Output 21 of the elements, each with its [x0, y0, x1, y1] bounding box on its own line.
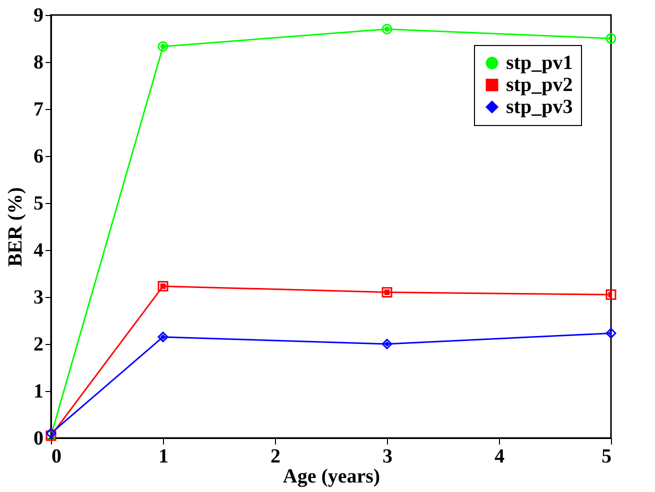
x-tick-label: 3: [382, 446, 392, 468]
y-tick-label: 5: [34, 192, 44, 214]
y-tick-label: 3: [34, 286, 44, 308]
y-tick-label: 0: [34, 428, 44, 450]
x-axis-title: Age (years): [282, 466, 380, 488]
y-tick-label: 9: [34, 4, 44, 26]
y-tick-label: 6: [34, 146, 44, 168]
y-tick-label: 4: [34, 240, 44, 262]
legend-label: stp_pv3: [506, 96, 573, 118]
x-tick-label: 0: [52, 446, 62, 468]
y-tick-label: 8: [34, 52, 44, 74]
y-axis-title: BER (%): [4, 187, 26, 267]
legend-label: stp_pv2: [506, 74, 573, 96]
y-tick-label: 1: [34, 380, 44, 402]
legend-label: stp_pv1: [506, 52, 573, 74]
x-tick-label: 2: [270, 446, 280, 468]
y-tick-label: 2: [34, 334, 44, 356]
y-tick-label: 7: [34, 98, 44, 120]
x-tick-label: 5: [602, 446, 612, 468]
x-tick-label: 1: [158, 446, 168, 468]
x-tick-label: 4: [494, 446, 504, 468]
